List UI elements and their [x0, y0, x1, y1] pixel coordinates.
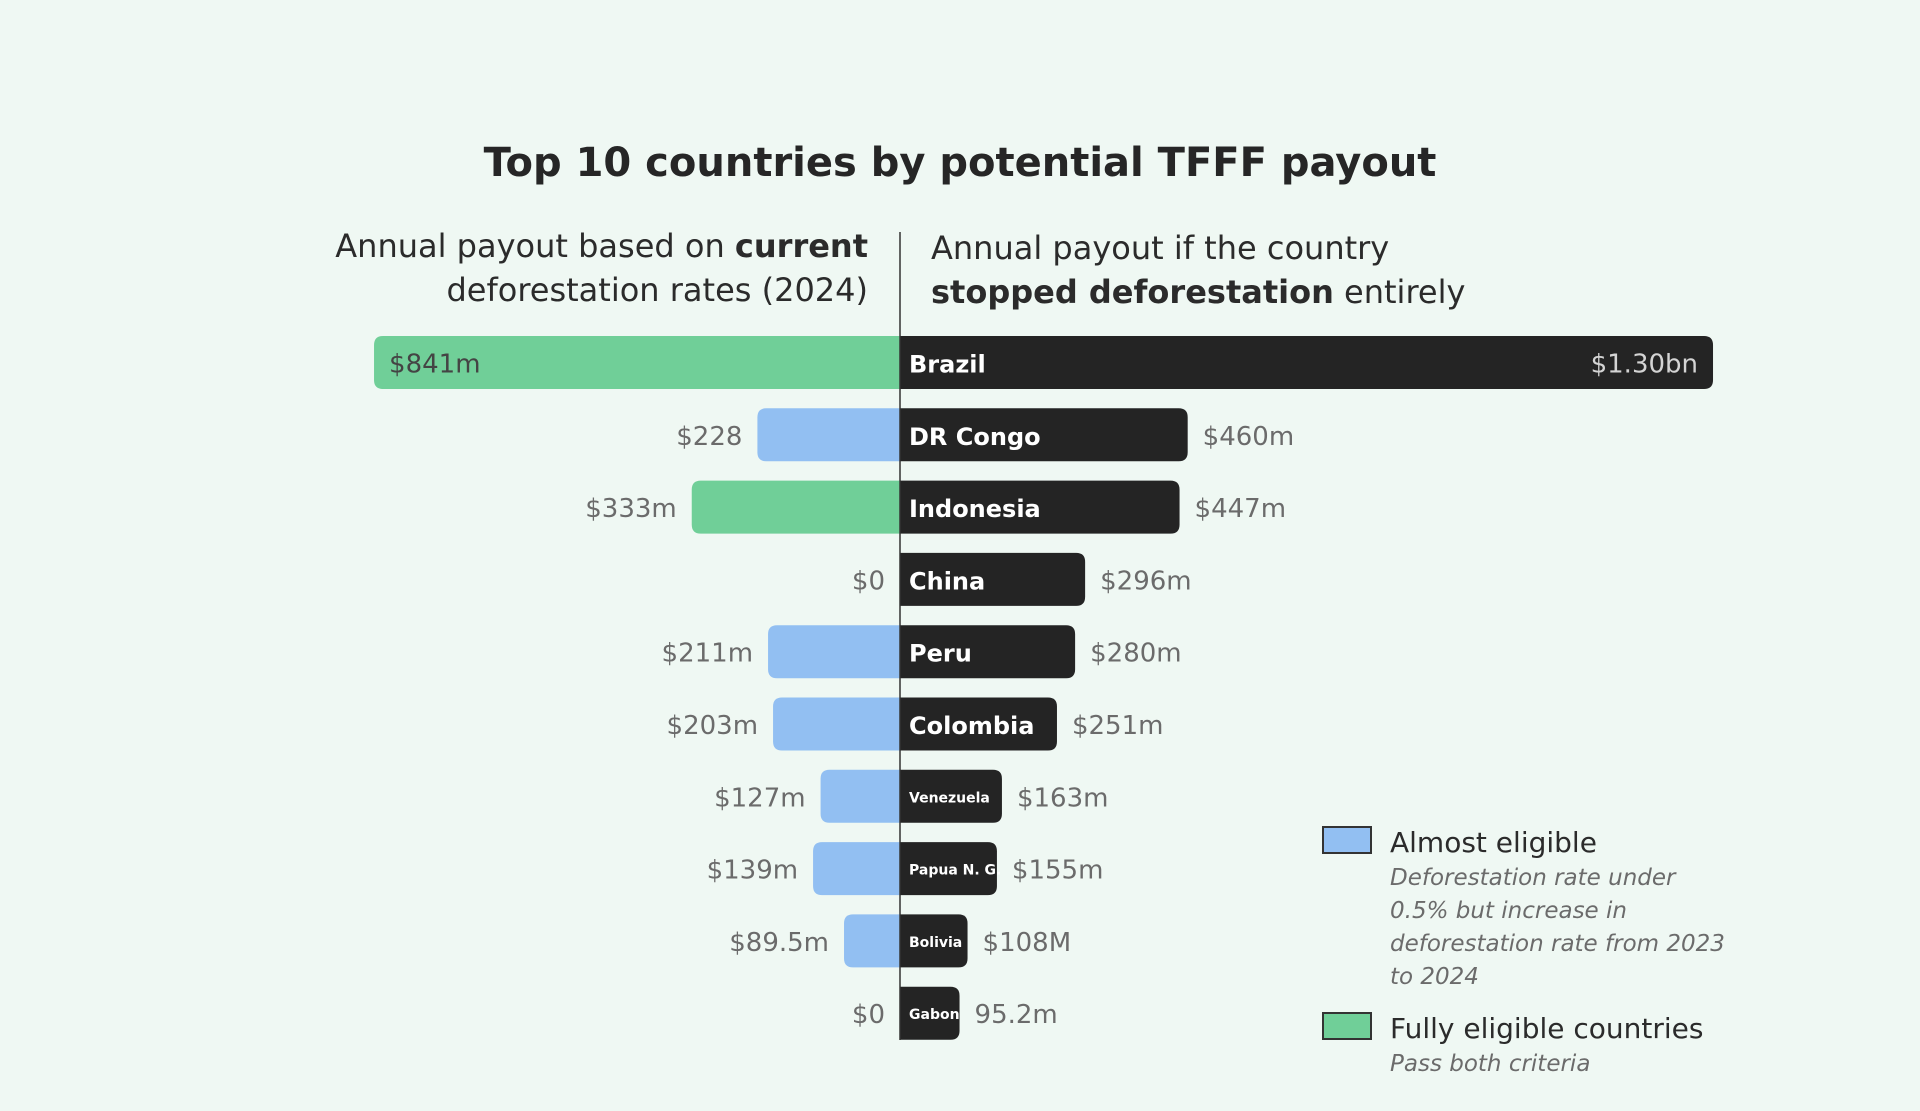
- right-value-bolivia: $108M: [983, 928, 1072, 958]
- country-label-indonesia: Indonesia: [909, 495, 1041, 523]
- left-value-china: $0: [852, 566, 885, 596]
- right-bar-peru: [900, 625, 1076, 679]
- left-header-bold: current: [734, 227, 868, 265]
- left-bar-indonesia: [691, 480, 900, 534]
- left-column-header: Annual payout based on current deforesta…: [335, 224, 868, 312]
- left-value-colombia: $203m: [667, 711, 759, 741]
- legend-item-almost-eligible: Almost eligible Deforestation rate under…: [1322, 826, 1822, 994]
- left-bar-peru: [768, 625, 900, 679]
- country-label-colombia: Colombia: [909, 712, 1034, 740]
- right-value-colombia: $251m: [1072, 711, 1164, 741]
- right-bar-china: [900, 552, 1086, 606]
- country-label-brazil: Brazil: [909, 351, 986, 379]
- right-bar-venezuela: [900, 769, 1002, 823]
- country-label-papua-n-g: Papua N. G.: [909, 863, 1001, 879]
- left-header-line-1: Annual payout based on current: [335, 224, 868, 268]
- left-value-peru: $211m: [662, 639, 754, 669]
- right-value-papua-n-g: $155m: [1012, 856, 1104, 886]
- right-value-venezuela: $163m: [1017, 783, 1109, 813]
- right-value-brazil: $1.30bn: [1591, 350, 1698, 380]
- left-header-line-2: deforestation rates (2024): [446, 271, 868, 309]
- legend: Almost eligible Deforestation rate under…: [1322, 826, 1822, 1099]
- left-header-pre: Annual payout based on: [335, 227, 735, 265]
- right-header-line-1: Annual payout if the country: [931, 229, 1390, 267]
- right-header-line-2: stopped deforestation entirely: [931, 270, 1465, 314]
- country-label-peru: Peru: [909, 640, 972, 668]
- right-bar-colombia: [900, 697, 1057, 751]
- country-label-venezuela: Venezuela: [909, 790, 990, 806]
- right-bar-bolivia: [900, 914, 968, 968]
- right-bar-papua-n-g: [900, 842, 997, 896]
- country-label-dr-congo: DR Congo: [909, 423, 1041, 451]
- left-bar-venezuela: [820, 769, 900, 823]
- legend-label-almost-eligible: Almost eligible: [1390, 826, 1597, 859]
- left-bar-colombia: [773, 697, 900, 751]
- right-bar-indonesia: [900, 480, 1180, 534]
- right-value-gabon: 95.2m: [975, 1000, 1058, 1030]
- left-value-papua-n-g: $139m: [707, 856, 799, 886]
- right-value-china: $296m: [1100, 566, 1192, 596]
- country-label-china: China: [909, 567, 985, 595]
- right-column-header: Annual payout if the country stopped def…: [931, 226, 1465, 314]
- right-bar-brazil: [900, 336, 1714, 389]
- country-label-gabon: Gabon: [909, 1007, 960, 1023]
- legend-description-almost-eligible: Deforestation rate under 0.5% but increa…: [1390, 865, 1725, 990]
- left-bar-dr-congo: [757, 408, 900, 462]
- right-header-bold: stopped deforestation: [931, 273, 1334, 311]
- right-value-indonesia: $447m: [1195, 494, 1287, 524]
- left-bar-bolivia: [844, 914, 900, 968]
- left-bar-brazil: [374, 336, 901, 389]
- legend-swatch-almost-eligible: [1322, 826, 1372, 854]
- left-bar-papua-n-g: [813, 842, 900, 896]
- right-header-post: entirely: [1333, 273, 1466, 311]
- country-label-bolivia: Bolivia: [909, 935, 962, 951]
- chart-title: Top 10 countries by potential TFFF payou…: [483, 140, 1437, 186]
- left-value-brazil: $841m: [389, 350, 481, 380]
- right-value-dr-congo: $460m: [1203, 422, 1295, 452]
- left-value-gabon: $0: [852, 1000, 885, 1030]
- legend-label-fully-eligible: Fully eligible countries: [1390, 1012, 1704, 1045]
- legend-swatch-fully-eligible: [1322, 1012, 1372, 1040]
- legend-item-fully-eligible: Fully eligible countries Pass both crite…: [1322, 1012, 1822, 1081]
- left-value-venezuela: $127m: [714, 783, 806, 813]
- right-bar-gabon: [900, 986, 960, 1040]
- left-value-bolivia: $89.5m: [729, 928, 829, 958]
- left-value-indonesia: $333m: [585, 494, 677, 524]
- left-value-dr-congo: $228: [676, 422, 742, 452]
- legend-description-fully-eligible: Pass both criteria: [1390, 1051, 1591, 1077]
- right-value-peru: $280m: [1090, 639, 1182, 669]
- right-bar-dr-congo: [900, 408, 1188, 462]
